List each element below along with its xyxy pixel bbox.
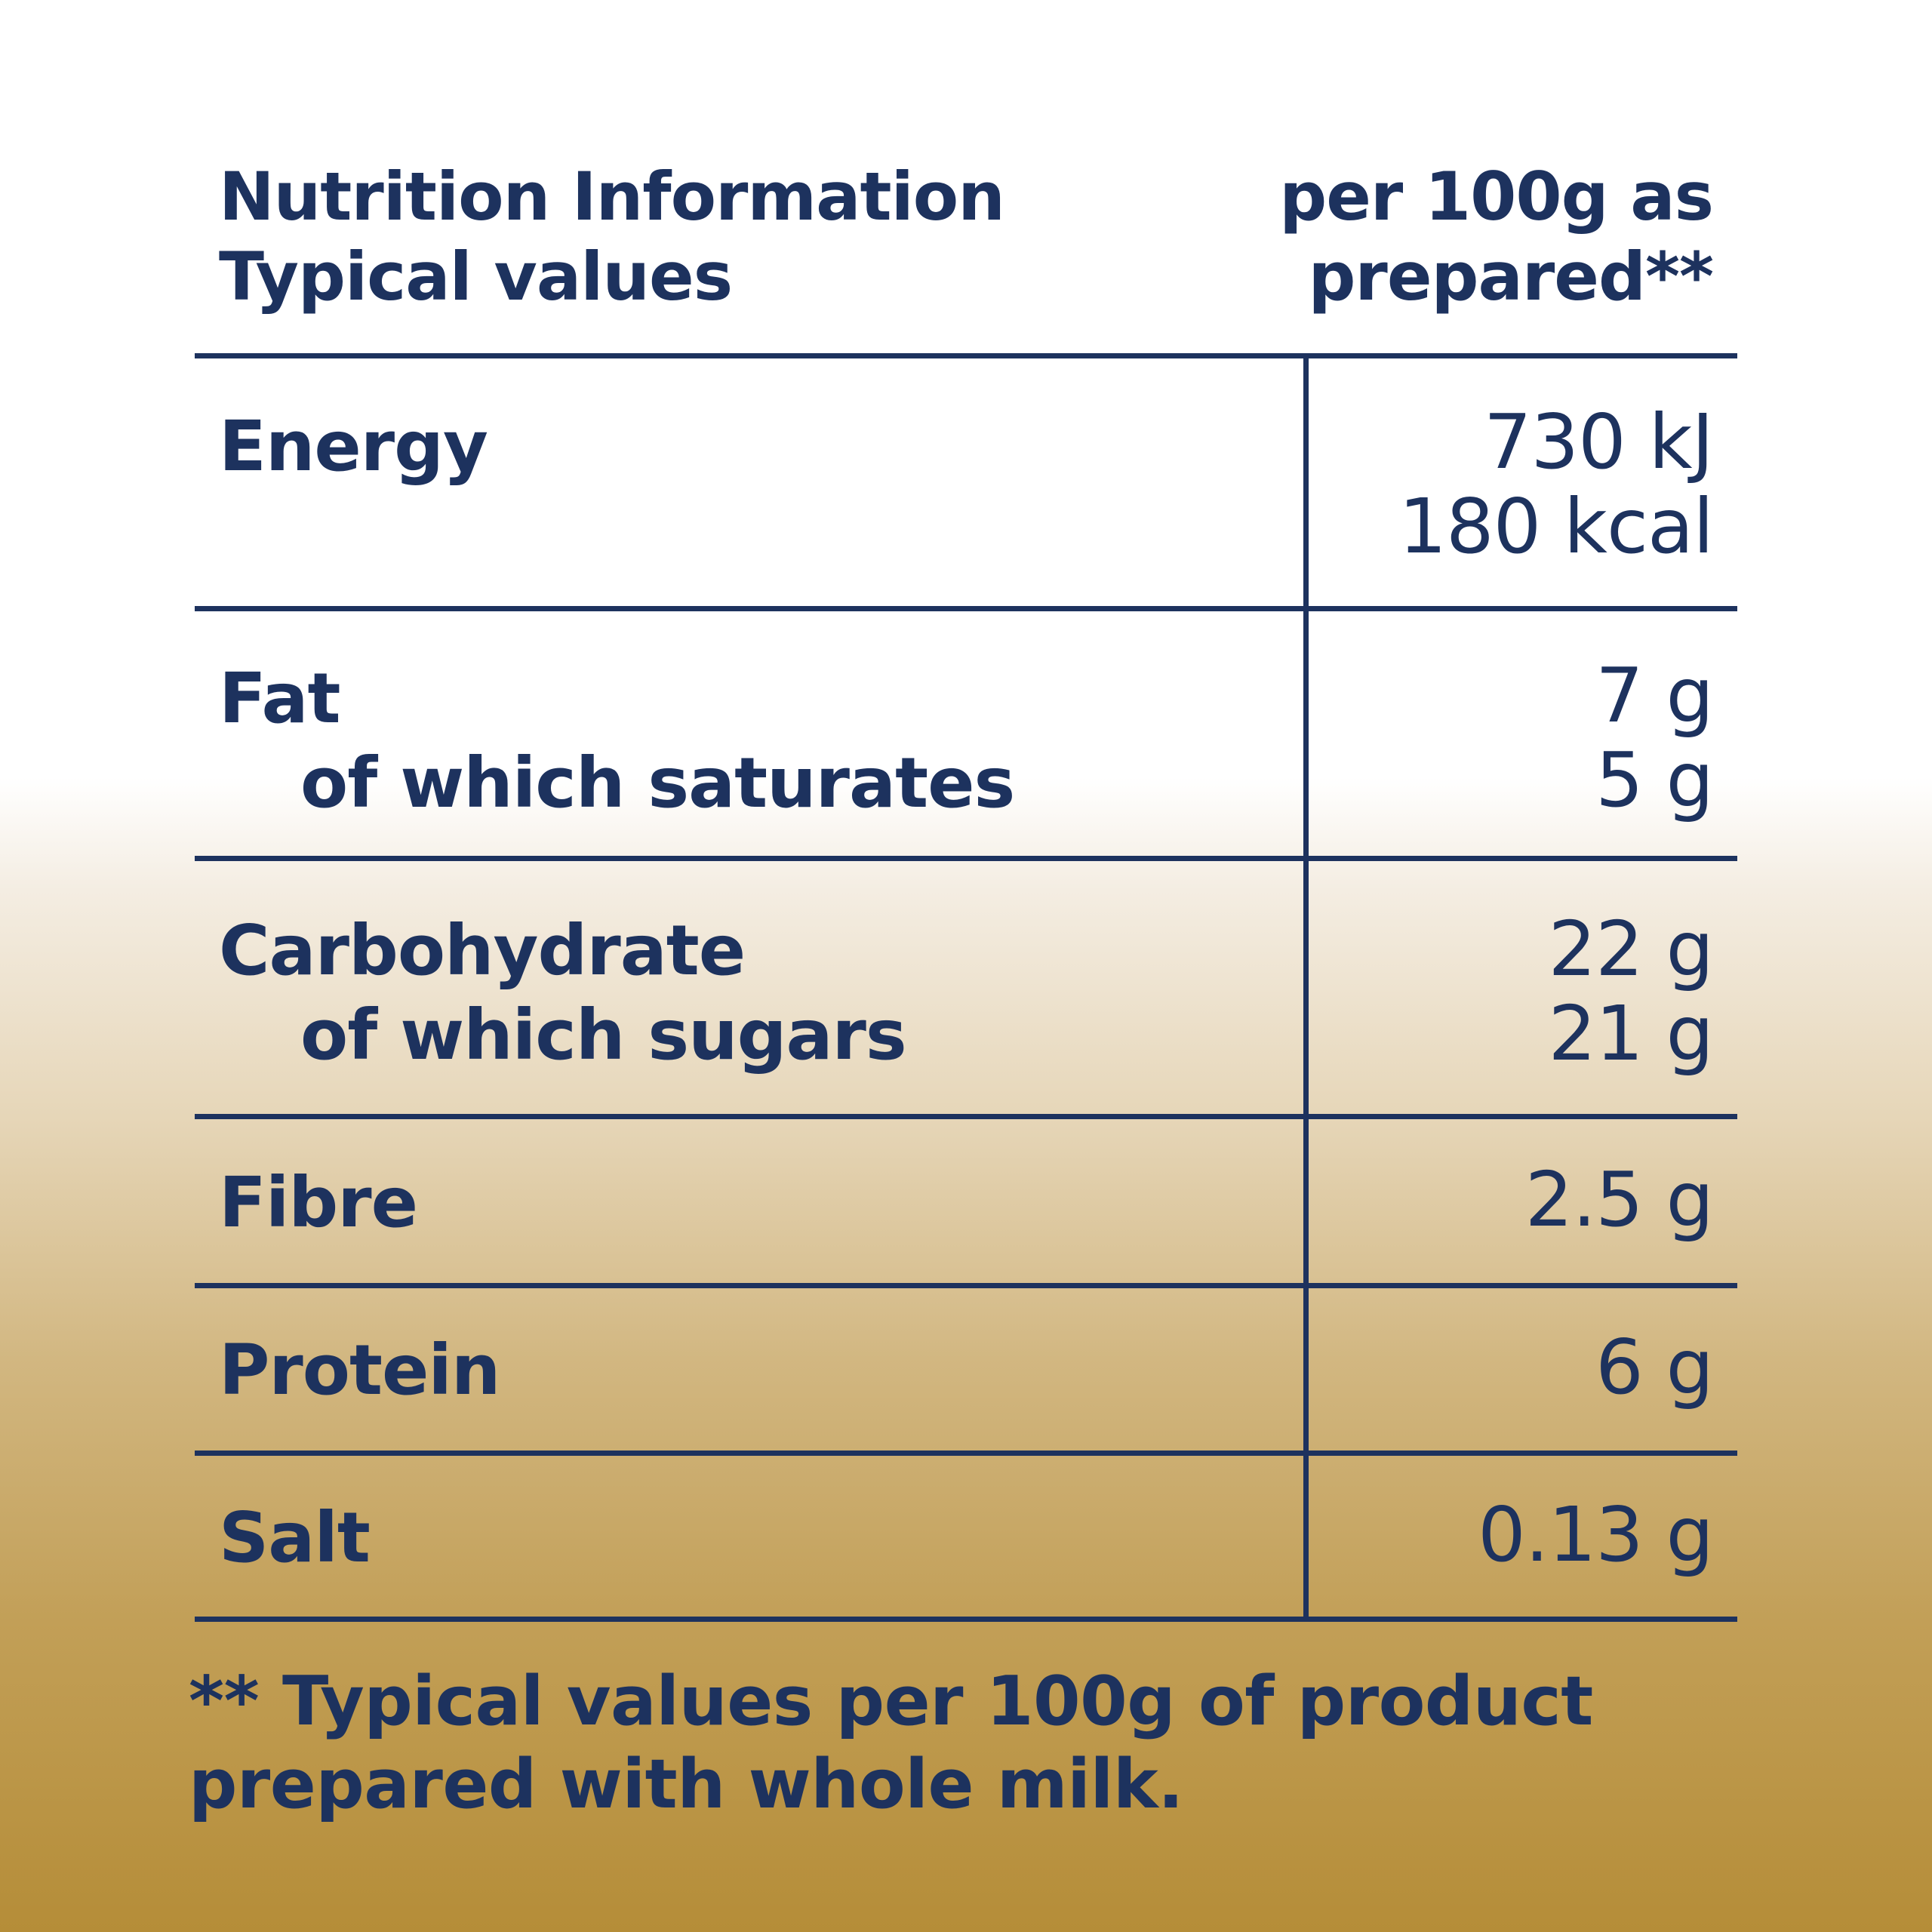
sugars-value: 21 g: [1548, 989, 1714, 1078]
table-header-title: Nutrition Information Typical values: [219, 157, 1005, 317]
row-label-fibre: Fibre: [219, 1162, 418, 1243]
table-header-column: per 100g as prepared**: [1279, 157, 1714, 317]
column-divider: [1303, 356, 1309, 1621]
fat-value: 7 g: [1595, 651, 1714, 740]
divider-carbohydrate: [195, 1114, 1737, 1119]
row-label-fat: Fat of which saturates: [219, 657, 1015, 826]
row-label-salt: Salt: [219, 1497, 371, 1578]
row-label-saturates: of which saturates: [300, 743, 1015, 823]
energy-kcal: 180 kcal: [1398, 482, 1714, 571]
header-title-line1: Nutrition Information: [219, 158, 1005, 235]
row-value-carbohydrate: 22 g 21 g: [1548, 905, 1714, 1078]
row-value-protein: 6 g: [1595, 1323, 1714, 1411]
saturates-value: 5 g: [1595, 736, 1714, 824]
row-label-energy: Energy: [219, 406, 488, 487]
row-label-carbohydrate: Carbohydrate of which sugars: [219, 909, 907, 1078]
row-label-sugars: of which sugars: [300, 995, 907, 1075]
row-value-fibre: 2.5 g: [1524, 1155, 1714, 1244]
row-value-fat: 7 g 5 g: [1595, 651, 1714, 824]
header-column-line1: per 100g as: [1279, 158, 1714, 235]
header-title-line2: Typical values: [219, 238, 733, 315]
divider-fat: [195, 856, 1737, 861]
divider-protein: [195, 1451, 1737, 1456]
energy-kj: 730 kJ: [1483, 398, 1714, 486]
footnote-line2: prepared with whole milk.: [189, 1745, 1183, 1824]
row-value-energy: 730 kJ 180 kcal: [1398, 398, 1714, 571]
footnote-line1: ** Typical values per 100g of product: [189, 1662, 1593, 1741]
row-label-protein: Protein: [219, 1330, 500, 1411]
divider-energy: [195, 606, 1737, 611]
divider-fibre: [195, 1283, 1737, 1288]
row-value-salt: 0.13 g: [1478, 1491, 1714, 1579]
divider-header: [195, 353, 1737, 358]
divider-salt: [195, 1617, 1737, 1622]
header-column-line2: prepared**: [1308, 238, 1714, 315]
carbohydrate-value: 22 g: [1548, 905, 1714, 993]
footnote: ** Typical values per 100g of product pr…: [189, 1660, 1593, 1826]
